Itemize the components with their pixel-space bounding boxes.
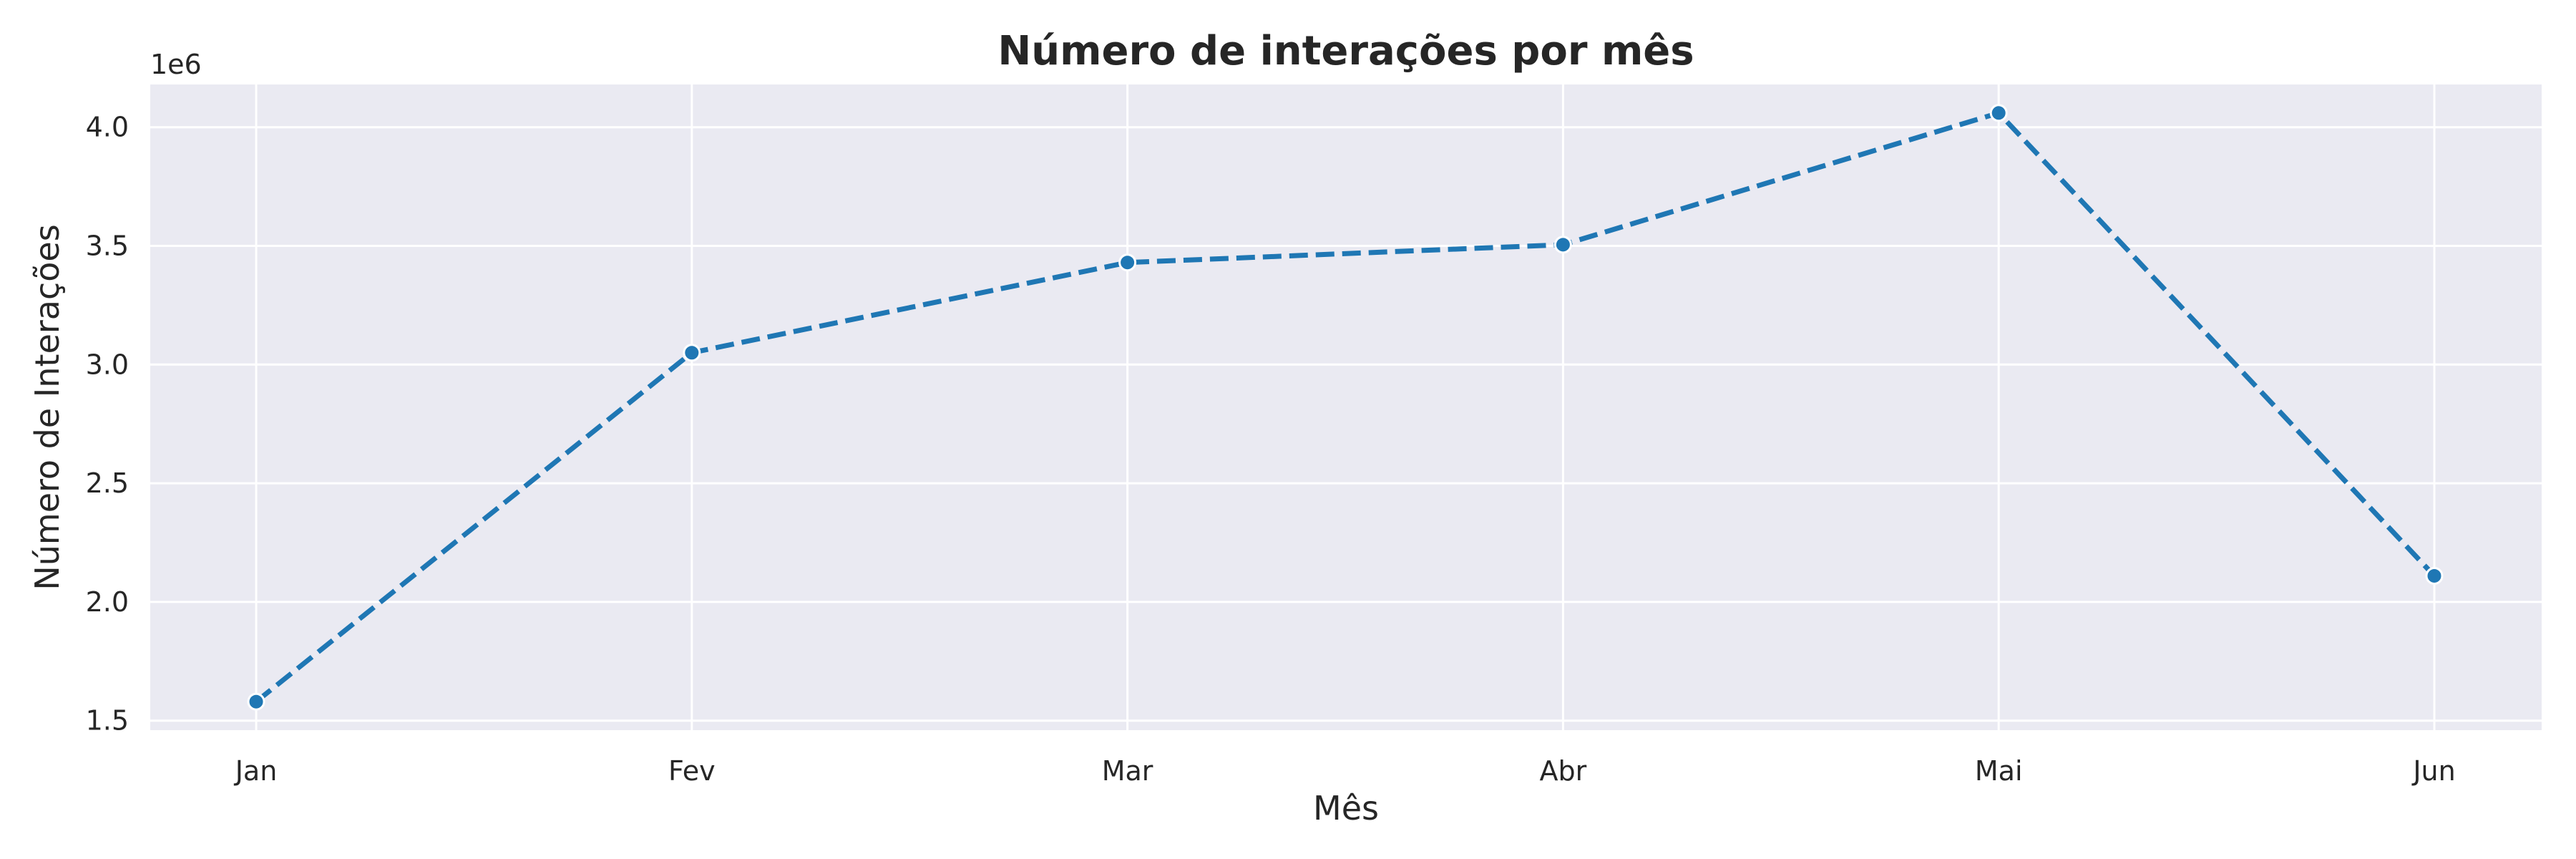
data-point: [1118, 253, 1137, 272]
y-axis-label: Número de Interações: [28, 224, 67, 590]
series-layer: [247, 104, 2444, 711]
data-point: [247, 692, 265, 711]
grid-lines: [150, 84, 2542, 730]
x-tick-label: Mai: [1975, 755, 2023, 787]
x-tick-label: Abr: [1540, 755, 1587, 787]
y-tick-label: 2.0: [86, 586, 129, 618]
chart-title: Número de interações por mês: [997, 28, 1694, 74]
y-tick-labels: 1.5 2.0 2.5 3.0 3.5 4.0: [86, 112, 129, 737]
x-tick-label: Mar: [1102, 755, 1153, 787]
x-tick-labels: Jan Fev Mar Abr Mai Jun: [234, 755, 2456, 787]
data-point: [2425, 566, 2444, 585]
x-tick-label: Fev: [668, 755, 716, 787]
y-tick-label: 1.5: [86, 705, 129, 737]
y-tick-label: 2.5: [86, 467, 129, 499]
data-point: [1553, 236, 1572, 254]
y-tick-label: 3.5: [86, 230, 129, 262]
x-tick-label: Jan: [234, 755, 278, 787]
series-line: [254, 110, 2436, 704]
x-tick-label: Jun: [2411, 755, 2455, 787]
y-offset-label: 1e6: [150, 49, 202, 80]
plot-background: [150, 84, 2542, 730]
y-tick-label: 3.0: [86, 349, 129, 380]
y-tick-label: 4.0: [86, 112, 129, 143]
data-point: [1989, 104, 2008, 122]
x-axis-label: Mês: [1313, 789, 1379, 828]
data-point: [683, 344, 701, 362]
